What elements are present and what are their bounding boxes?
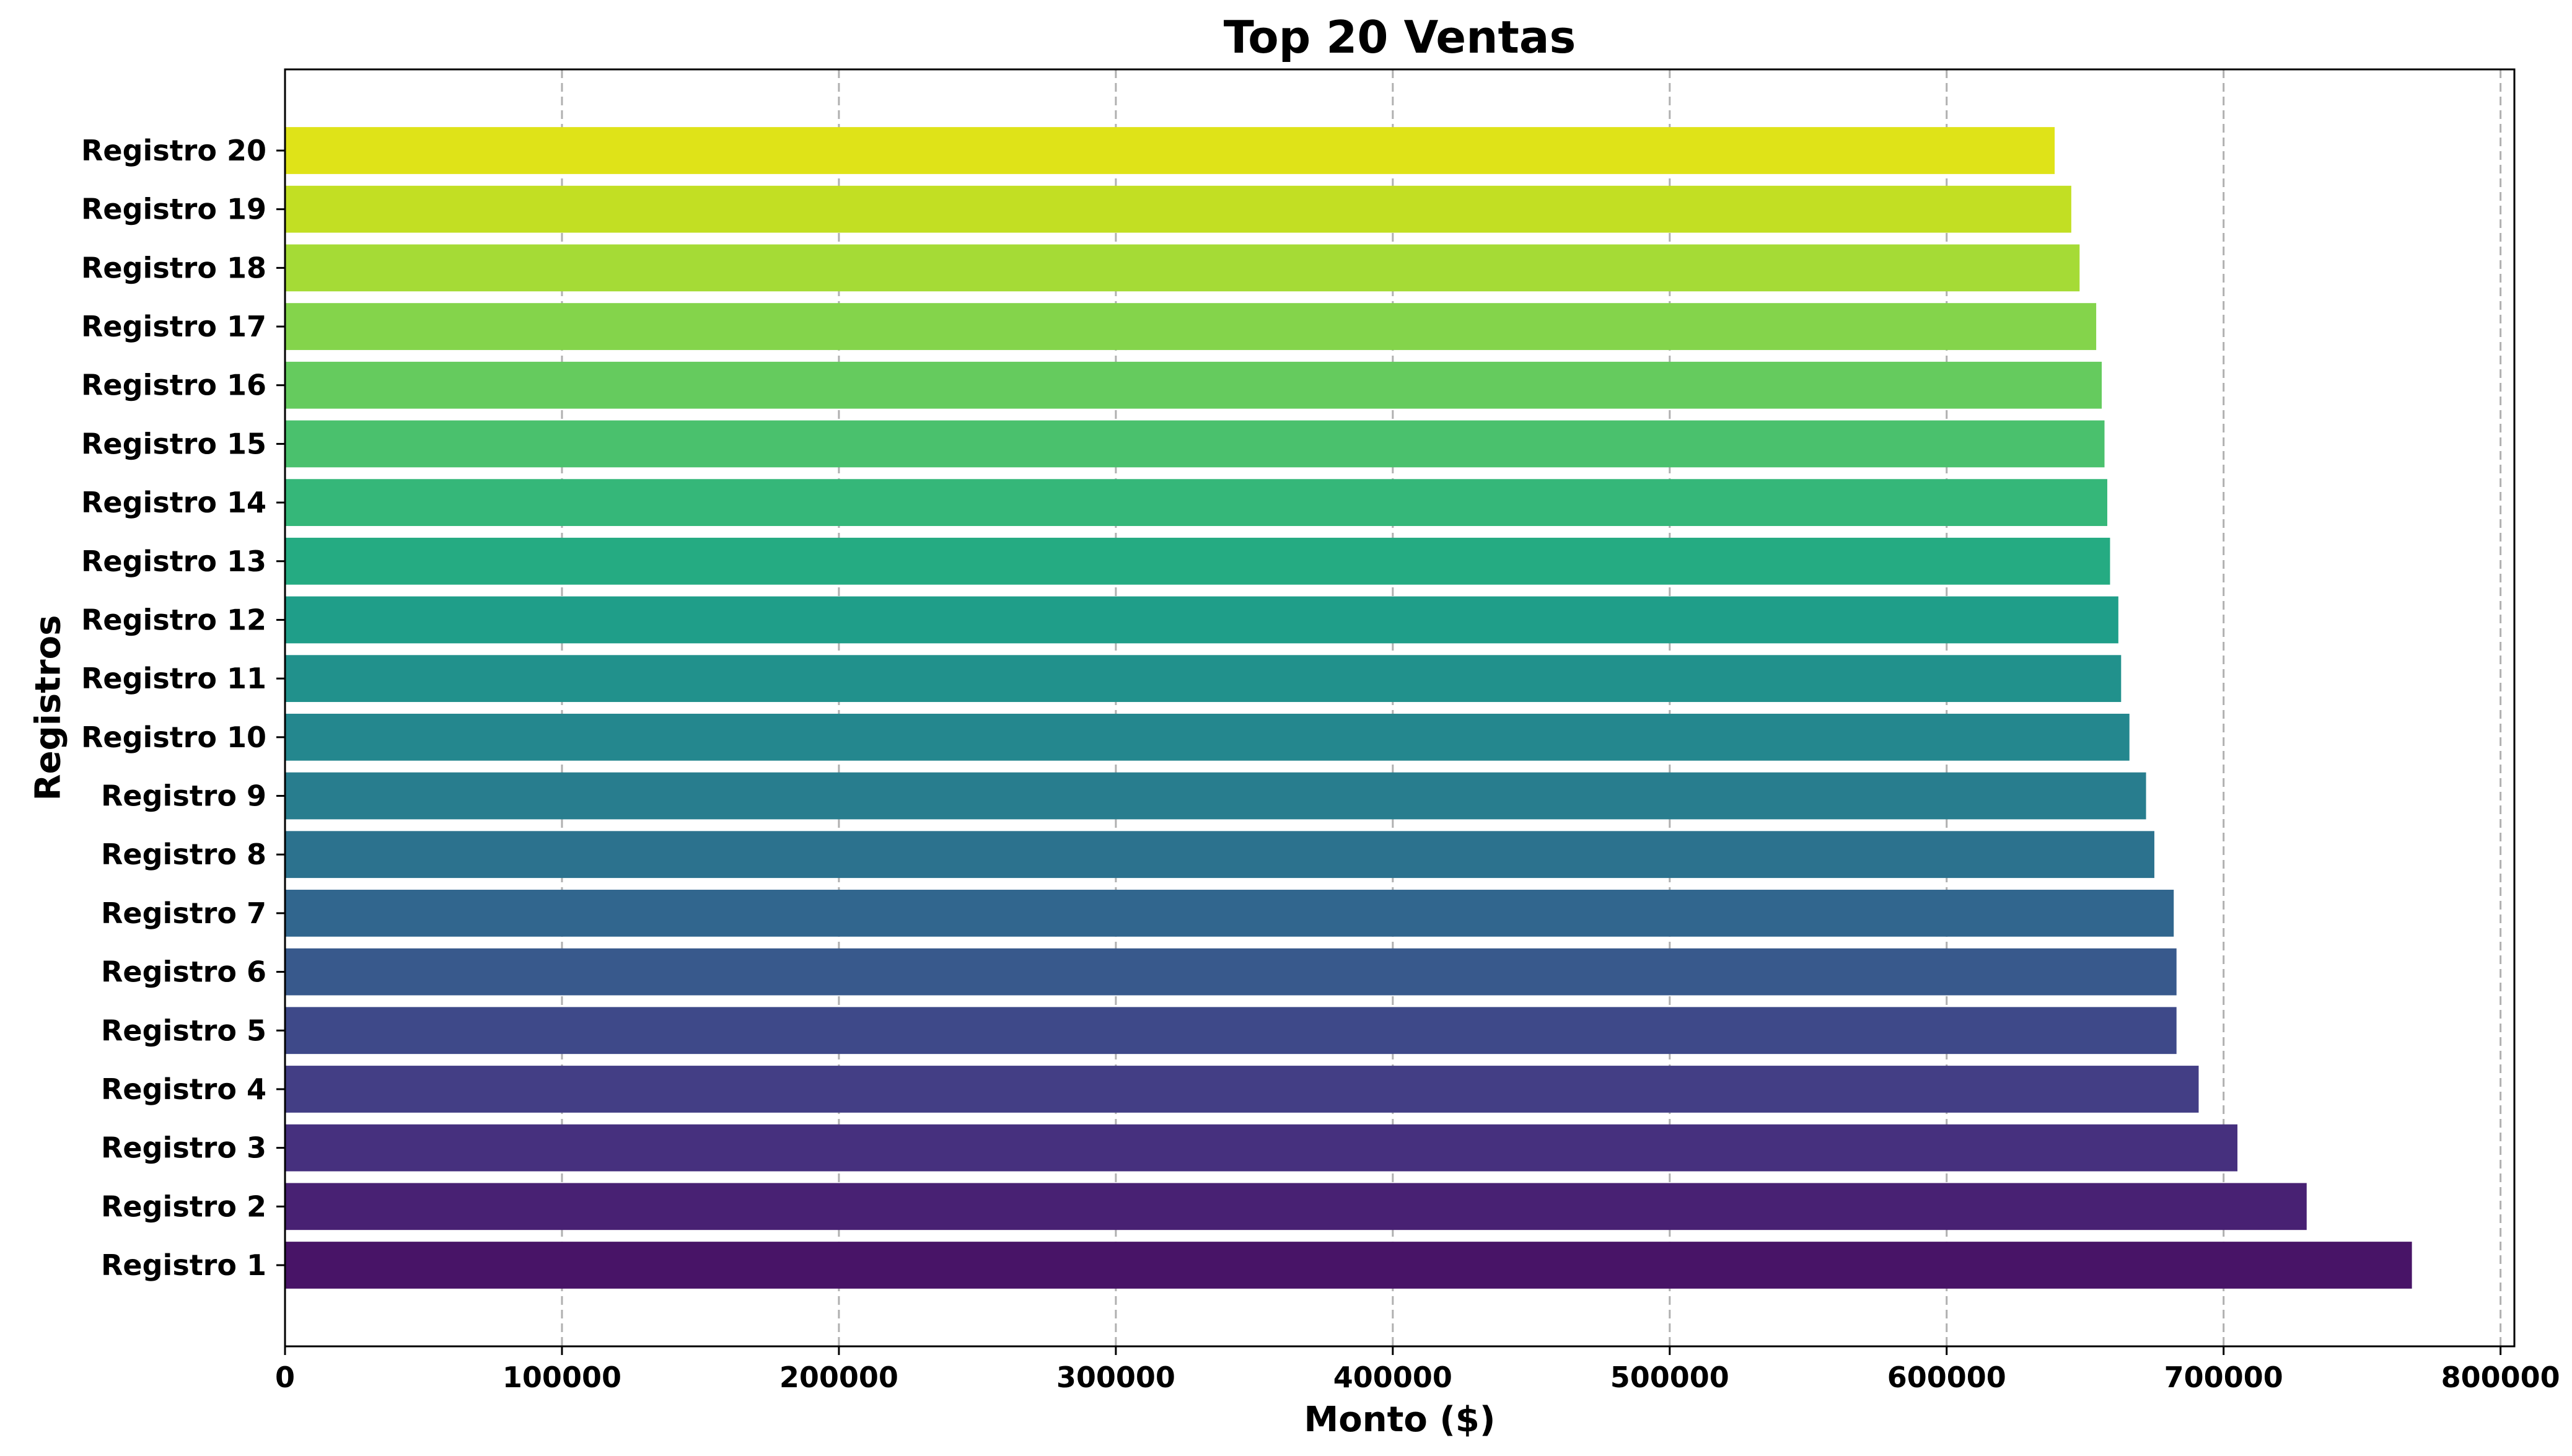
y-tick-label: Registro 11	[81, 662, 266, 695]
bar-registro-10	[285, 713, 2130, 761]
y-tick-label: Registro 10	[81, 721, 266, 754]
y-tick-label: Registro 14	[81, 486, 266, 519]
x-tick-label: 300000	[1056, 1361, 1175, 1394]
x-tick-label: 500000	[1610, 1361, 1729, 1394]
x-tick-label: 700000	[2164, 1361, 2283, 1394]
chart-title: Top 20 Ventas	[1224, 11, 1576, 63]
bar-registro-11	[285, 655, 2122, 703]
bar-registro-4	[285, 1066, 2199, 1113]
bar-registro-18	[285, 244, 2080, 292]
bar-registro-13	[285, 537, 2110, 585]
bar-registro-7	[285, 890, 2174, 937]
x-tick-label: 800000	[2441, 1361, 2560, 1394]
y-ticks: Registro 1 Registro 2 Registro 3 Registro 4…	[81, 134, 285, 1282]
x-tick-label: 0	[275, 1361, 295, 1394]
y-tick-label: Registro 17	[81, 310, 266, 343]
y-tick-label: Registro 12	[81, 603, 266, 636]
bar-registro-1	[285, 1242, 2412, 1289]
y-tick-label: Registro 13	[81, 545, 266, 578]
bar-registro-19	[285, 185, 2071, 233]
bar-registro-15	[285, 420, 2105, 468]
x-axis-label: Monto ($)	[1304, 1400, 1496, 1440]
y-tick-label: Registro 8	[101, 838, 266, 871]
y-tick-label: Registro 9	[101, 779, 266, 813]
bars-layer	[285, 127, 2412, 1289]
y-tick-label: Registro 5	[101, 1014, 266, 1047]
y-tick-label: Registro 4	[101, 1072, 266, 1106]
bar-registro-3	[285, 1124, 2238, 1172]
bar-registro-16	[285, 361, 2102, 409]
plot-frame	[284, 68, 2516, 1348]
y-axis-label: Registros	[29, 615, 69, 801]
y-tick-label: Registro 19	[81, 193, 266, 226]
bar-registro-2	[285, 1183, 2307, 1230]
x-ticks: 0 100000 200000 300000 400000 500000 600000 700…	[275, 1346, 2560, 1394]
bar-registro-14	[285, 479, 2107, 526]
bar-registro-9	[285, 772, 2146, 820]
y-tick-label: Registro 2	[101, 1190, 266, 1223]
y-tick-label: Registro 18	[81, 251, 266, 284]
y-tick-label: Registro 3	[101, 1131, 266, 1165]
x-tick-label: 600000	[1887, 1361, 2006, 1394]
bar-registro-8	[285, 831, 2154, 879]
y-tick-label: Registro 20	[81, 134, 266, 167]
y-tick-label: Registro 16	[81, 369, 266, 402]
bar-registro-20	[285, 127, 2055, 174]
bar-registro-6	[285, 948, 2177, 996]
y-tick-label: Registro 1	[101, 1248, 266, 1282]
bar-registro-5	[285, 1007, 2177, 1055]
bar-registro-12	[285, 596, 2118, 644]
bar-registro-17	[285, 303, 2097, 350]
y-tick-label: Registro 7	[101, 897, 266, 930]
y-tick-label: Registro 15	[81, 427, 266, 460]
x-tick-label: 200000	[779, 1361, 898, 1394]
x-tick-label: 400000	[1333, 1361, 1452, 1394]
x-tick-label: 100000	[503, 1361, 621, 1394]
y-tick-label: Registro 6	[101, 955, 266, 989]
